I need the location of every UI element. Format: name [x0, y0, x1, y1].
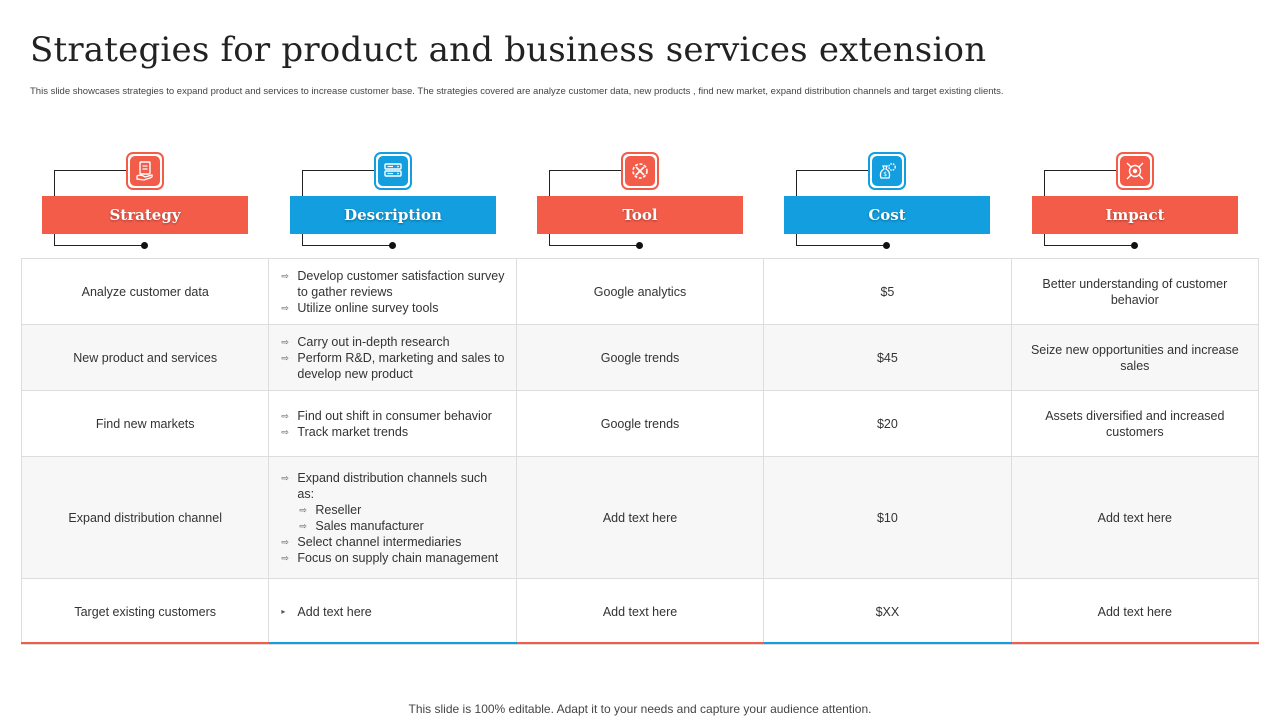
cell-strategy: Analyze customer data [22, 259, 270, 324]
strategy-table: Analyze customer data Develop customer s… [21, 258, 1260, 645]
bracket-dot [389, 242, 396, 249]
cell-description: Find out shift in consumer behavior Trac… [269, 391, 517, 456]
header-description: Description [290, 150, 500, 250]
header-label-description: Description [290, 196, 496, 234]
cell-impact: Add text here [1012, 457, 1260, 578]
cell-impact: Seize new opportunities and increase sal… [1012, 325, 1260, 390]
bracket-dot [636, 242, 643, 249]
cell-description: Expand distribution channels such as: Re… [269, 457, 517, 578]
target-arrows-icon [1116, 152, 1154, 190]
cell-impact: Better understanding of customer behavio… [1012, 259, 1260, 324]
table-row: Find new markets Find out shift in consu… [22, 391, 1260, 457]
page-subtitle: This slide showcases strategies to expan… [30, 86, 1004, 97]
cell-cost: $XX [764, 579, 1012, 644]
cell-strategy: Target existing customers [22, 579, 270, 644]
accent-line-red [1012, 642, 1259, 644]
table-row: New product and services Carry out in-de… [22, 325, 1260, 391]
list-item: Utilize online survey tools [281, 300, 505, 316]
cell-description: Add text here [269, 579, 517, 644]
cell-cost: $20 [764, 391, 1012, 456]
accent-line-blue [764, 642, 1012, 644]
cell-tool: Google trends [517, 391, 765, 456]
page-title: Strategies for product and business serv… [30, 30, 987, 70]
sub-list-item: Reseller [299, 502, 505, 518]
header-impact: Impact [1032, 150, 1242, 250]
header-label-strategy: Strategy [42, 196, 248, 234]
clipboard-hand-icon [126, 152, 164, 190]
list-item: Perform R&D, marketing and sales to deve… [281, 350, 505, 382]
table-row: Target existing customers Add text here … [22, 579, 1260, 645]
cell-cost: $5 [764, 259, 1012, 324]
cell-cost: $10 [764, 457, 1012, 578]
header-cost: $ Cost [784, 150, 994, 250]
accent-line-blue [269, 642, 517, 644]
cell-tool: Google trends [517, 325, 765, 390]
svg-text:$: $ [883, 171, 887, 178]
cell-impact: Add text here [1012, 579, 1260, 644]
list-item-text: Expand distribution channels such as: [297, 470, 488, 501]
list-item: Track market trends [281, 424, 492, 440]
accent-line-red [21, 642, 269, 644]
list-item: Carry out in-depth research [281, 334, 505, 350]
cell-tool: Google analytics [517, 259, 765, 324]
cell-strategy: Find new markets [22, 391, 270, 456]
table-row: Analyze customer data Develop customer s… [22, 259, 1260, 325]
list-item: Develop customer satisfaction survey to … [281, 268, 505, 300]
header-label-cost: Cost [784, 196, 990, 234]
cell-strategy: Expand distribution channel [22, 457, 270, 578]
header-label-impact: Impact [1032, 196, 1238, 234]
list-item: Expand distribution channels such as: Re… [281, 470, 505, 534]
cell-cost: $45 [764, 325, 1012, 390]
money-bag-gear-icon: $ [868, 152, 906, 190]
server-icon [374, 152, 412, 190]
bracket-dot [883, 242, 890, 249]
sub-list-item: Sales manufacturer [299, 518, 505, 534]
list-item: Add text here [281, 604, 371, 620]
cell-tool: Add text here [517, 579, 765, 644]
gear-tools-icon [621, 152, 659, 190]
header-strategy: Strategy [42, 150, 252, 250]
list-item: Find out shift in consumer behavior [281, 408, 492, 424]
footer-note: This slide is 100% editable. Adapt it to… [408, 702, 872, 716]
list-item: Select channel intermediaries [281, 534, 505, 550]
cell-impact: Assets diversified and increased custome… [1012, 391, 1260, 456]
header-label-tool: Tool [537, 196, 743, 234]
cell-description: Develop customer satisfaction survey to … [269, 259, 517, 324]
bracket-dot [1131, 242, 1138, 249]
bracket-dot [141, 242, 148, 249]
header-tool: Tool [537, 150, 747, 250]
table-row: Expand distribution channel Expand distr… [22, 457, 1260, 579]
accent-line-red [517, 642, 764, 644]
cell-tool: Add text here [517, 457, 765, 578]
cell-strategy: New product and services [22, 325, 270, 390]
list-item: Focus on supply chain management [281, 550, 505, 566]
cell-description: Carry out in-depth research Perform R&D,… [269, 325, 517, 390]
